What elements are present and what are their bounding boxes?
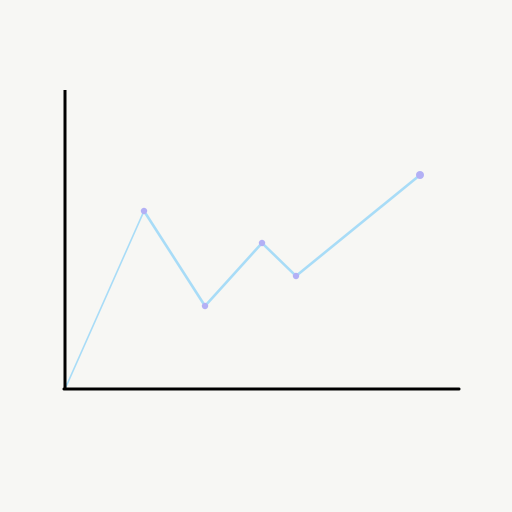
data-point: [201, 302, 209, 310]
series-line-segment: [260, 241, 298, 278]
data-point: [258, 239, 266, 247]
series-line-segment: [203, 241, 264, 308]
data-point: [416, 171, 424, 179]
series-layer: [64, 171, 424, 390]
data-point: [292, 272, 300, 280]
series-line-segment: [294, 173, 422, 278]
data-point: [140, 207, 148, 215]
series-line-segment: [142, 209, 207, 308]
series-line-segment: [64, 210, 145, 390]
